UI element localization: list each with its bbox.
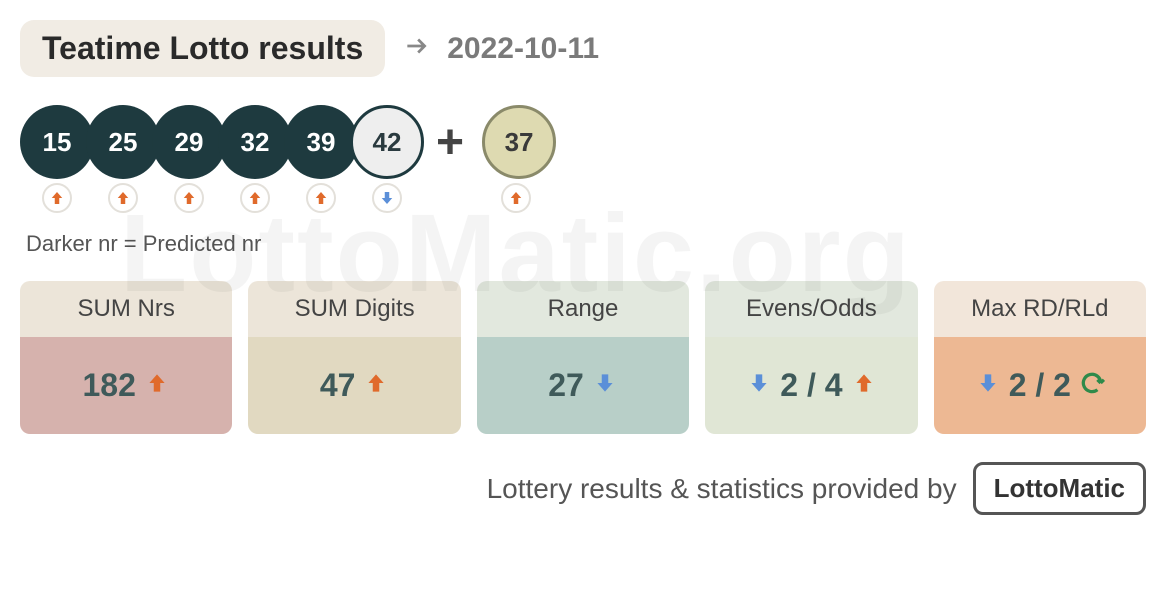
trend-up-icon (174, 183, 204, 213)
legend-text: Darker nr = Predicted nr (26, 231, 1146, 257)
ball-wrap: 25 (86, 105, 160, 213)
stat-label: Evens/Odds (705, 281, 917, 337)
bonus-ball-wrap: 37 (476, 105, 556, 213)
bonus-ball: 37 (482, 105, 556, 179)
stat-value: 2 / 4 (780, 367, 842, 404)
trend-up-icon (851, 367, 877, 404)
result-date: 2022-10-11 (447, 32, 599, 66)
stat-label: Max RD/RLd (934, 281, 1146, 337)
stat-value: 47 (320, 367, 356, 404)
stat-label: Range (477, 281, 689, 337)
stat-label: SUM Nrs (20, 281, 232, 337)
stat-body: 182 (20, 337, 232, 434)
arrow-right-icon (403, 33, 429, 64)
stat-value: 2 / 2 (1009, 367, 1071, 404)
stat-label: SUM Digits (248, 281, 460, 337)
ball-wrap: 32 (218, 105, 292, 213)
provider-button[interactable]: LottoMatic (973, 462, 1146, 515)
page-title: Teatime Lotto results (20, 20, 385, 77)
balls-row: 152529323942+37 (20, 105, 1146, 213)
trend-cycle-icon (1079, 367, 1105, 404)
stat-card: Evens/Odds 2 / 4 (705, 281, 917, 434)
lotto-ball: 25 (86, 105, 160, 179)
ball-wrap: 15 (20, 105, 94, 213)
trend-up-icon (501, 183, 531, 213)
trend-up-icon (240, 183, 270, 213)
lotto-ball: 39 (284, 105, 358, 179)
lotto-ball: 15 (20, 105, 94, 179)
stat-body: 47 (248, 337, 460, 434)
stat-body: 27 (477, 337, 689, 434)
stat-value: 27 (548, 367, 584, 404)
trend-down-icon (746, 367, 772, 404)
trend-up-icon (144, 367, 170, 404)
plus-icon: + (436, 115, 464, 170)
lotto-ball: 32 (218, 105, 292, 179)
stat-card: Max RD/RLd 2 / 2 (934, 281, 1146, 434)
trend-up-icon (306, 183, 336, 213)
footer-text: Lottery results & statistics provided by (487, 473, 957, 505)
stats-row: SUM Nrs 182 SUM Digits 47 Range 27 Evens/Odds 2… (20, 281, 1146, 434)
stat-value: 182 (83, 367, 136, 404)
stat-body: 2 / 2 (934, 337, 1146, 434)
lotto-ball: 29 (152, 105, 226, 179)
trend-down-icon (592, 367, 618, 404)
header-row: Teatime Lotto results 2022-10-11 (20, 20, 1146, 77)
stat-card: SUM Digits 47 (248, 281, 460, 434)
ball-wrap: 29 (152, 105, 226, 213)
trend-down-icon (975, 367, 1001, 404)
trend-up-icon (42, 183, 72, 213)
lotto-ball: 42 (350, 105, 424, 179)
ball-wrap: 39 (284, 105, 358, 213)
stat-card: SUM Nrs 182 (20, 281, 232, 434)
stat-card: Range 27 (477, 281, 689, 434)
ball-wrap: 42 (350, 105, 424, 213)
trend-down-icon (372, 183, 402, 213)
trend-up-icon (363, 367, 389, 404)
footer-row: Lottery results & statistics provided by… (20, 462, 1146, 515)
trend-up-icon (108, 183, 138, 213)
stat-body: 2 / 4 (705, 337, 917, 434)
